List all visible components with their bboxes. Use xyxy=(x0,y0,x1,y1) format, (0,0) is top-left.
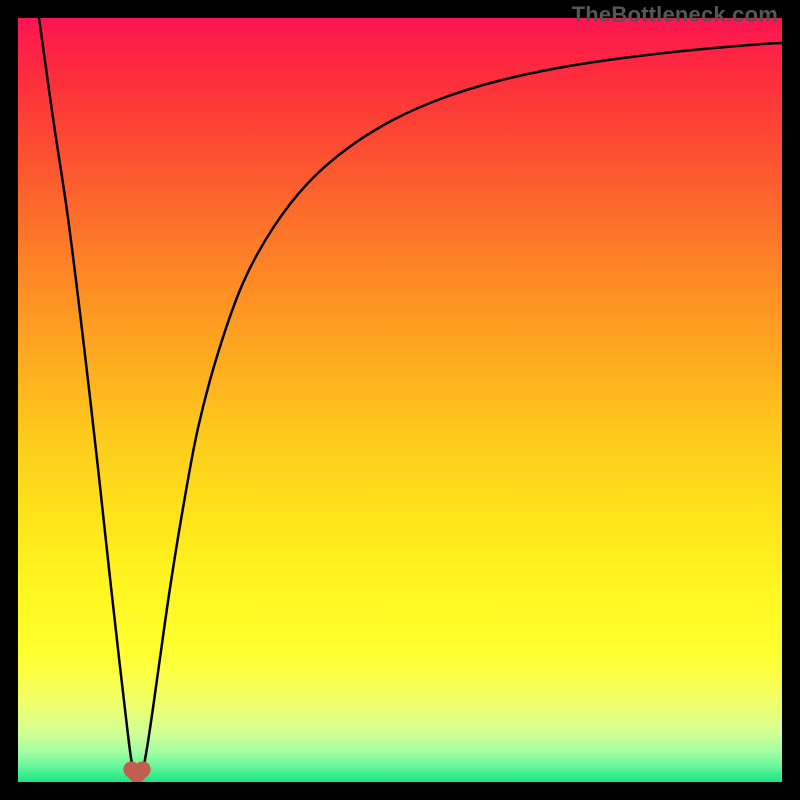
chart-container: TheBottleneck.com xyxy=(0,0,800,800)
bottleneck-curve xyxy=(18,18,782,782)
plot-area xyxy=(18,18,782,782)
watermark-text: TheBottleneck.com xyxy=(572,2,778,28)
